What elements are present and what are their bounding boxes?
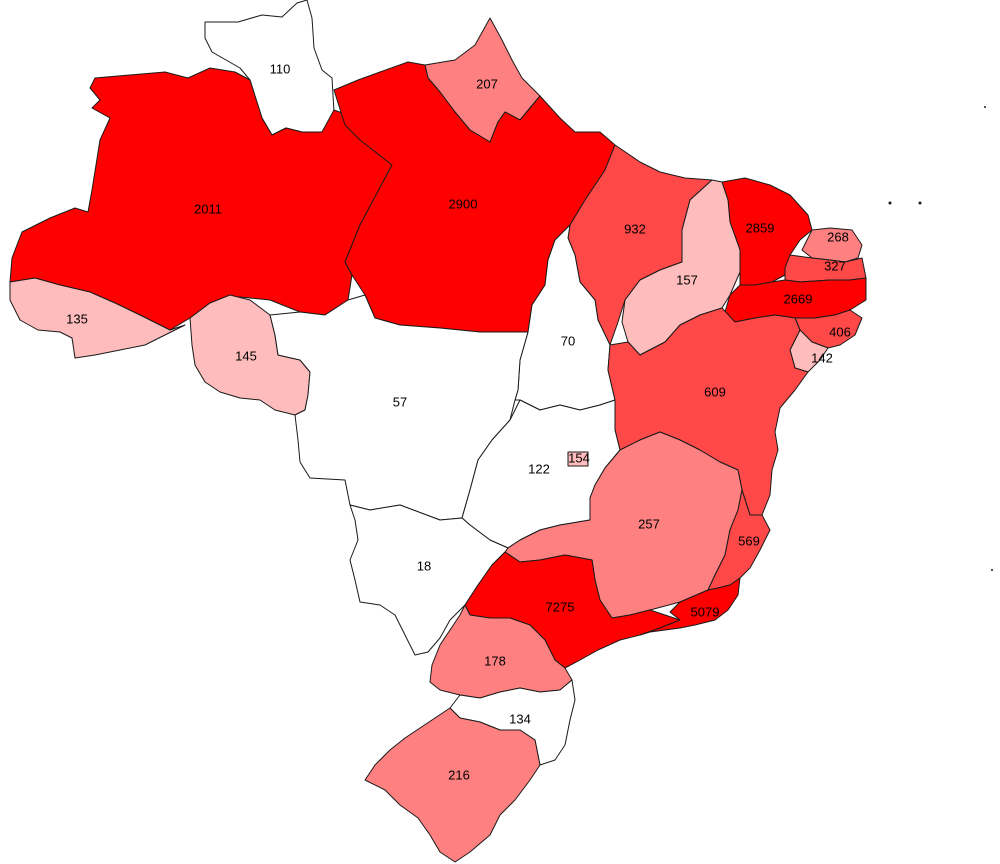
- state-value-label-ba: 609: [704, 384, 726, 399]
- state-value-label-ce: 2859: [746, 220, 775, 235]
- state-value-label-sc: 134: [509, 711, 531, 726]
- state-value-label-am: 2011: [194, 201, 222, 216]
- state-region-ms: [349, 504, 509, 656]
- state-value-label-mt: 57: [393, 394, 407, 409]
- state-value-label-ma: 932: [624, 221, 646, 236]
- state-value-label-pa: 2900: [449, 196, 478, 211]
- state-value-label-pr: 178: [484, 653, 506, 668]
- island-marker: [918, 201, 922, 205]
- state-value-label-pb: 327: [824, 258, 846, 273]
- state-region-rj: [639, 577, 741, 636]
- state-value-label-ap: 207: [476, 76, 498, 91]
- state-region-rs: [364, 707, 541, 863]
- island-marker: [888, 201, 892, 205]
- state-value-label-rn: 268: [827, 229, 849, 244]
- states-layer: [9, 0, 867, 863]
- island-marker: [984, 106, 986, 108]
- state-value-label-df: 154: [568, 450, 590, 465]
- state-value-label-mg: 257: [638, 516, 660, 531]
- state-value-label-ms: 18: [417, 558, 431, 573]
- state-region-am: [9, 67, 393, 331]
- state-value-label-se: 142: [811, 350, 833, 365]
- state-value-label-pe: 2669: [784, 291, 813, 306]
- state-value-label-es: 569: [738, 533, 760, 548]
- state-region-ac: [9, 277, 186, 359]
- state-value-label-ac: 135: [66, 311, 88, 326]
- state-value-label-rj: 5079: [691, 604, 720, 619]
- state-value-label-sp: 7275: [546, 599, 575, 614]
- labels-layer: 110 207 2011 2900 932 2859 268 327 2669 406 142 157…: [66, 61, 851, 782]
- state-value-label-ro: 145: [235, 348, 257, 363]
- state-value-label-pi: 157: [676, 272, 698, 287]
- island-marker: [991, 569, 993, 571]
- state-value-label-rr: 110: [270, 61, 291, 76]
- state-value-label-al: 406: [829, 324, 851, 339]
- state-value-label-to: 70: [561, 333, 575, 348]
- state-value-label-go: 122: [528, 461, 550, 476]
- state-value-label-rs: 216: [448, 767, 470, 782]
- state-region-df: [567, 451, 589, 467]
